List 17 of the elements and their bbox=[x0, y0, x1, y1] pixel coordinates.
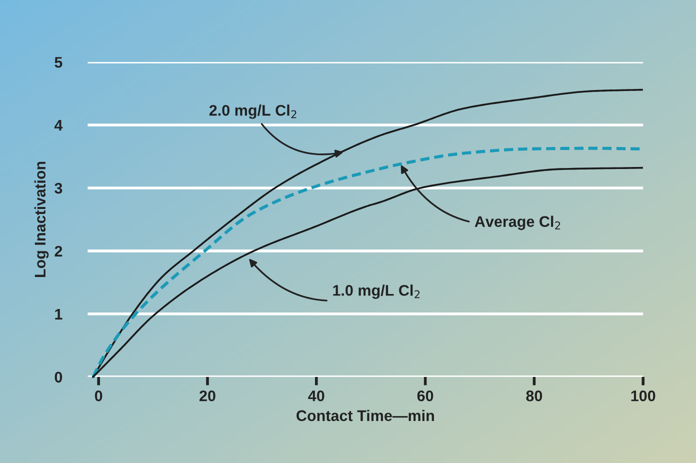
y-tick-label: 4 bbox=[54, 120, 63, 131]
x-tick-label: 60 bbox=[417, 390, 434, 402]
y-tick-label: 5 bbox=[54, 57, 62, 68]
x-tick-label: 80 bbox=[526, 390, 542, 402]
x-tick-label: 0 bbox=[94, 390, 102, 402]
y-tick-label: 0 bbox=[54, 372, 62, 383]
annotation: 1.0 mg/L Cl$_{2}$ bbox=[333, 284, 420, 299]
annotation: Average Cl$_{2}$ bbox=[474, 216, 560, 230]
x-tick-label: 40 bbox=[308, 390, 324, 402]
x-axis-title: Contact Time—min bbox=[296, 410, 434, 422]
x-tick-label: 20 bbox=[200, 390, 216, 402]
annotation: 2.0 mg/L Cl$_{2}$ bbox=[209, 104, 296, 119]
y-tick-label: 2 bbox=[54, 246, 62, 256]
y-axis-title: Log Inactivation bbox=[34, 162, 49, 277]
y-tick-label: 1 bbox=[55, 308, 62, 320]
x-tick-label: 100 bbox=[631, 390, 656, 402]
y-tick-label: 3 bbox=[54, 182, 62, 194]
